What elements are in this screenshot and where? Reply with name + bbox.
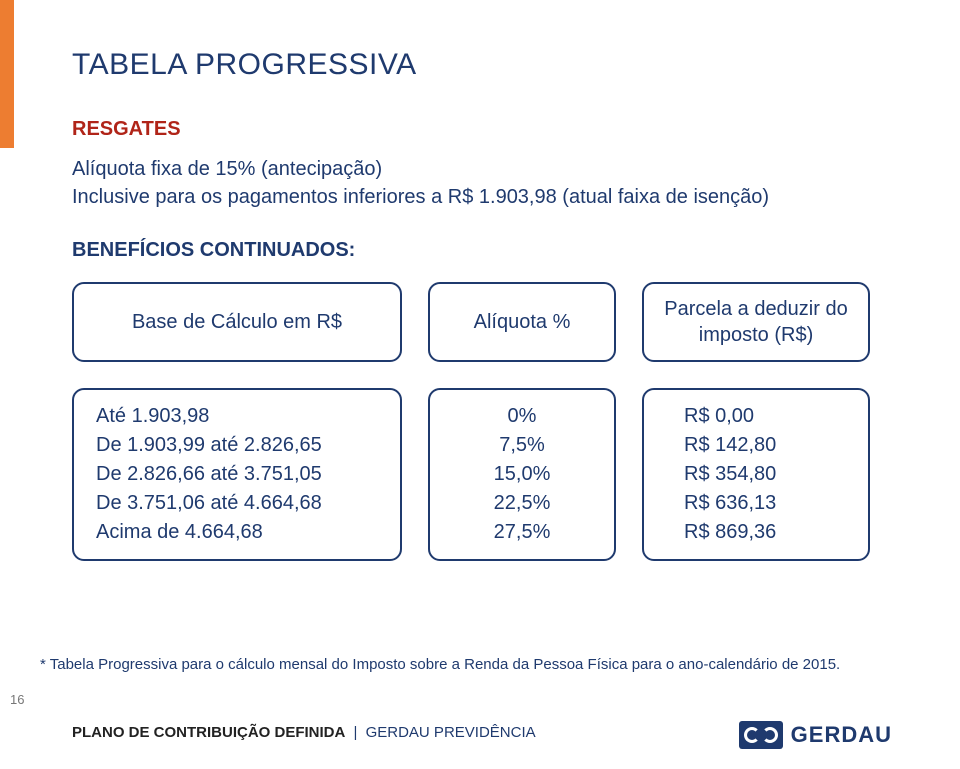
footer-separator: | <box>354 724 358 741</box>
parcela-row: R$ 354,80 <box>684 460 846 489</box>
body-line-2: Inclusive para os pagamentos inferiores … <box>72 186 769 208</box>
base-row: Até 1.903,98 <box>96 402 378 431</box>
parcela-row: R$ 142,80 <box>684 431 846 460</box>
footer-bold: PLANO DE CONTRIBUIÇÃO DEFINIDA <box>72 724 345 741</box>
logo-g-icon <box>744 727 760 743</box>
aliquota-row: 22,5% <box>452 489 592 518</box>
base-row: De 1.903,99 até 2.826,65 <box>96 431 378 460</box>
header-cell-parcela: Parcela a deduzir do imposto (R$) <box>642 282 870 362</box>
parcela-row: R$ 869,36 <box>684 518 846 547</box>
logo: GERDAU <box>739 721 892 749</box>
base-row: De 3.751,06 até 4.664,68 <box>96 489 378 518</box>
data-cell-base: Até 1.903,98 De 1.903,99 até 2.826,65 De… <box>72 388 402 561</box>
footnote: * Tabela Progressiva para o cálculo mens… <box>40 656 840 673</box>
footer-company: GERDAU PREVIDÊNCIA <box>366 724 536 741</box>
page-title: TABELA PROGRESSIVA <box>72 48 888 82</box>
data-cell-aliquota: 0% 7,5% 15,0% 22,5% 27,5% <box>428 388 616 561</box>
aliquota-row: 7,5% <box>452 431 592 460</box>
logo-mark-icon <box>739 721 783 749</box>
table-data-row: Até 1.903,98 De 1.903,99 até 2.826,65 De… <box>72 388 888 561</box>
footer-text: PLANO DE CONTRIBUIÇÃO DEFINIDA | GERDAU … <box>72 724 536 741</box>
aliquota-row: 0% <box>452 402 592 431</box>
logo-text: GERDAU <box>791 722 892 748</box>
parcela-row: R$ 0,00 <box>684 402 846 431</box>
aliquota-row: 15,0% <box>452 460 592 489</box>
base-row: De 2.826,66 até 3.751,05 <box>96 460 378 489</box>
header-cell-aliquota: Alíquota % <box>428 282 616 362</box>
body-line-1: Alíquota fixa de 15% (antecipação) <box>72 158 382 180</box>
slide: TABELA PROGRESSIVA RESGATES Alíquota fix… <box>0 0 960 769</box>
logo-g-icon <box>762 727 778 743</box>
section-heading-resgates: RESGATES <box>72 118 888 141</box>
content-area: TABELA PROGRESSIVA RESGATES Alíquota fix… <box>72 48 888 593</box>
parcela-row: R$ 636,13 <box>684 489 846 518</box>
header-cell-base: Base de Cálculo em R$ <box>72 282 402 362</box>
section-heading-beneficios: BENEFÍCIOS CONTINUADOS: <box>72 239 888 262</box>
data-cell-parcela: R$ 0,00 R$ 142,80 R$ 354,80 R$ 636,13 R$… <box>642 388 870 561</box>
aliquota-row: 27,5% <box>452 518 592 547</box>
body-text-1: Alíquota fixa de 15% (antecipação) Inclu… <box>72 155 888 211</box>
table-header-row: Base de Cálculo em R$ Alíquota % Parcela… <box>72 282 888 362</box>
base-row: Acima de 4.664,68 <box>96 518 378 547</box>
accent-bar <box>0 0 14 148</box>
page-number: 16 <box>10 692 24 707</box>
